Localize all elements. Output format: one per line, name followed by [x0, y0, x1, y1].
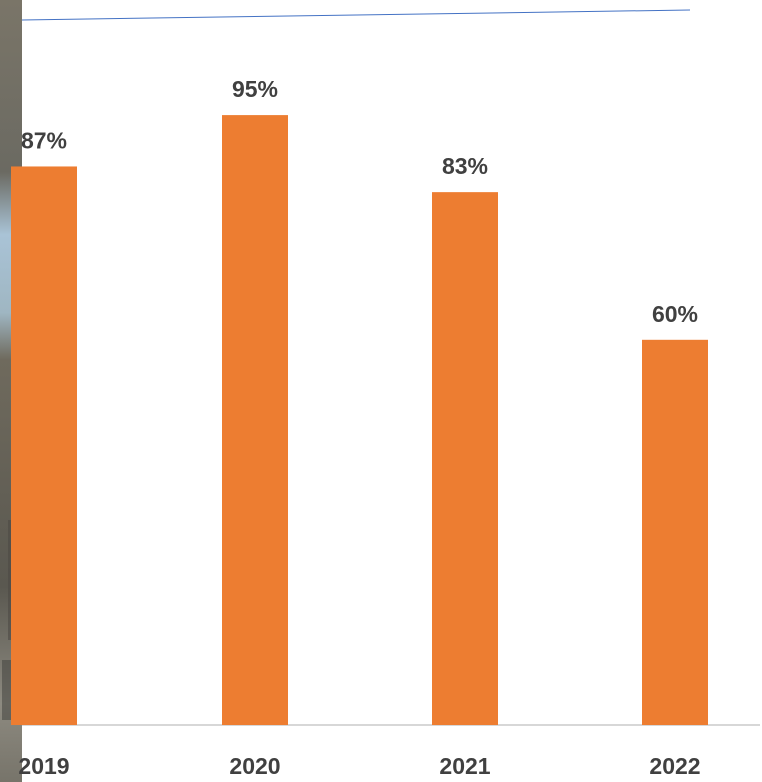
bar-2020: [222, 115, 288, 726]
value-label-2019: 87%: [21, 127, 67, 153]
x-tick-label-2022: 2022: [649, 753, 700, 779]
top-rule-line: [21, 9, 691, 21]
value-labels-group: 87% 95% 83% 60%: [21, 76, 698, 327]
x-tick-label-2019: 2019: [18, 753, 69, 779]
value-label-2022: 60%: [652, 301, 698, 327]
bars-group: [11, 115, 708, 726]
bar-2021: [432, 192, 498, 725]
value-label-2020: 95%: [232, 76, 278, 102]
value-label-2021: 83%: [442, 153, 488, 179]
bar-2022: [642, 339, 708, 725]
x-tick-label-2020: 2020: [229, 753, 280, 779]
x-tick-label-2021: 2021: [439, 753, 490, 779]
bar-2019: [11, 166, 77, 725]
tick-labels-group: 2019 2020 2021 2022: [18, 753, 700, 779]
